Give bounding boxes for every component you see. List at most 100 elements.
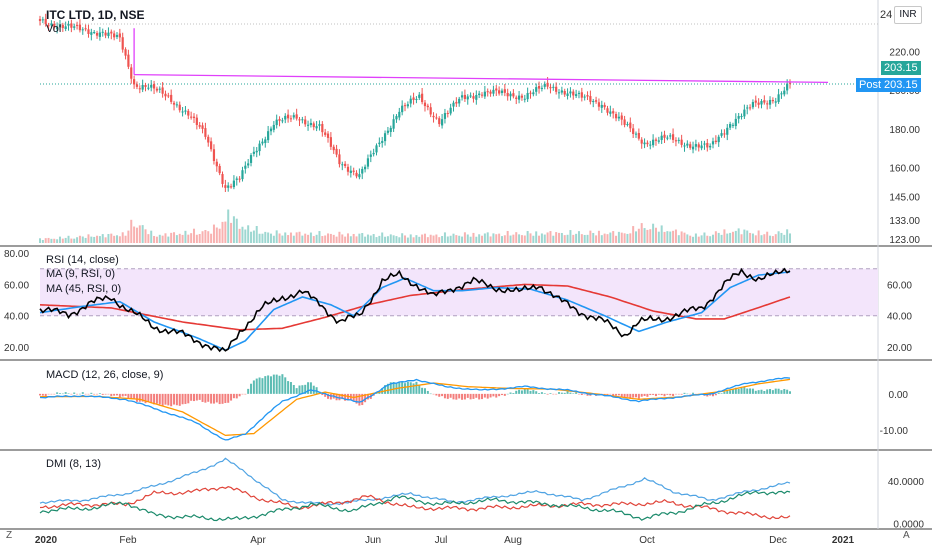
volume-bar — [252, 230, 255, 243]
volume-bar — [626, 233, 629, 243]
candle-body — [361, 168, 364, 174]
macd-hist-bar — [81, 392, 84, 394]
candle-body — [426, 105, 429, 108]
macd-hist-bar — [677, 393, 680, 395]
volume-bar — [563, 235, 566, 243]
candle-body — [138, 88, 141, 90]
candle-body — [363, 166, 367, 170]
macd-hist-bar — [426, 390, 429, 394]
volume-bar — [789, 233, 791, 243]
candle-body — [218, 165, 221, 174]
candle-body — [258, 143, 261, 152]
macd-hist-bar — [503, 393, 506, 396]
volume-bar — [481, 235, 484, 243]
macd-hist-bar — [346, 393, 349, 401]
candle-body — [70, 23, 73, 28]
macd-hist-bar — [175, 393, 178, 406]
volume-bar — [654, 227, 657, 243]
rsi-ma45-line — [39, 283, 791, 331]
candle-body — [594, 100, 598, 102]
volume-bar — [700, 235, 703, 243]
macd-hist-bar — [660, 393, 663, 396]
macd-hist-bar — [404, 383, 407, 394]
macd-hist-bar — [304, 384, 307, 394]
macd-hist-bar — [649, 393, 652, 396]
volume-bar — [692, 236, 695, 243]
macd-hist-bar — [771, 390, 774, 394]
candle-body — [198, 125, 201, 127]
candle-body — [472, 96, 475, 99]
macd-hist-bar — [147, 393, 150, 403]
macd-hist-bar — [289, 382, 292, 394]
macd-hist-bar — [458, 393, 461, 399]
volume-bar — [429, 234, 432, 243]
macd-hist-bar — [230, 393, 233, 401]
candle-body — [101, 31, 104, 33]
macd-hist-bar — [549, 393, 552, 394]
candle-body — [324, 132, 327, 135]
candle-body — [38, 19, 42, 21]
candle-body — [147, 87, 150, 89]
candle-body — [629, 122, 632, 129]
volume-bar — [184, 230, 187, 243]
macd-hist-bar — [692, 392, 695, 394]
candle-body — [383, 133, 387, 142]
macd-hist-bar — [763, 390, 766, 394]
candle-body — [187, 110, 190, 116]
volume-bar — [198, 234, 201, 243]
volume-bar — [70, 238, 73, 243]
candle-body — [777, 94, 780, 102]
volume-bar — [703, 232, 706, 243]
candle-body — [107, 32, 110, 37]
volume-bar — [338, 231, 341, 243]
macd-hist-bar — [789, 391, 791, 394]
volume-bar — [384, 236, 387, 243]
zoom-icon[interactable]: Z — [6, 530, 13, 541]
candle-body — [709, 145, 712, 148]
volume-bar — [307, 234, 310, 243]
macd-hist-bar — [478, 393, 481, 400]
macd-hist-bar — [694, 393, 697, 395]
volume-bar — [535, 231, 538, 243]
candle-body — [617, 116, 620, 119]
candle-body — [341, 164, 344, 166]
candle-body — [130, 67, 133, 79]
candle-body — [366, 158, 370, 167]
volume-bar — [281, 235, 284, 243]
volume-bar — [757, 230, 760, 243]
candle-body — [694, 144, 697, 147]
volume-bar — [441, 236, 444, 243]
volume-bar — [452, 233, 455, 243]
volume-bar — [680, 231, 683, 243]
candle-body — [135, 84, 139, 87]
macd-hist-bar — [461, 393, 464, 400]
volume-bar — [455, 235, 458, 243]
volume-bar — [167, 236, 170, 243]
macd-hist-bar — [138, 393, 141, 402]
candle-body — [244, 165, 247, 169]
candle-body — [389, 127, 392, 132]
candle-body — [537, 85, 541, 89]
volume-bar — [232, 216, 235, 243]
macd-hist-bar — [754, 390, 757, 394]
volume-bar — [669, 231, 672, 243]
candle-body — [312, 123, 315, 128]
macd-hist-bar — [535, 391, 538, 394]
volume-bar — [483, 233, 486, 243]
currency-button[interactable]: INR — [894, 6, 922, 24]
volume-bar — [540, 233, 543, 243]
auto-scale-icon[interactable]: A — [903, 530, 910, 541]
volume-bar — [657, 231, 660, 243]
macd-hist-bar — [187, 393, 190, 404]
macd-hist-bar — [329, 393, 332, 400]
macd-hist-bar — [255, 378, 258, 394]
candle-body — [523, 98, 526, 100]
candle-body — [483, 91, 486, 97]
macd-hist-bar — [121, 393, 124, 397]
volume-bar — [426, 237, 429, 243]
macd-hist-bar — [47, 393, 50, 395]
volume-bar — [56, 239, 59, 243]
volume-bar — [61, 238, 64, 243]
candle-body — [674, 140, 678, 142]
